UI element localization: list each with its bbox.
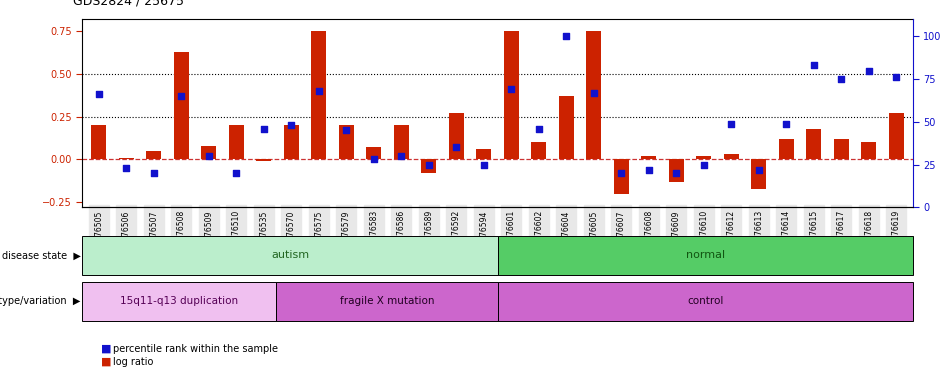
Text: autism: autism (271, 250, 309, 260)
Point (779, 121, 794, 127)
Bar (256, 159, 272, 161)
Bar (201, 146, 217, 159)
Bar (504, 31, 519, 159)
Bar (284, 125, 299, 159)
Point (641, 167, 657, 173)
Point (119, 165, 134, 171)
Point (91, 91, 106, 98)
Bar (82, 236, 498, 275)
Bar (276, 282, 498, 321)
Bar (119, 158, 134, 159)
Bar (82, 282, 276, 321)
Bar (532, 142, 547, 159)
Bar (806, 129, 821, 159)
Bar (91, 125, 106, 159)
Point (394, 153, 409, 159)
Point (532, 126, 547, 132)
Text: ■: ■ (101, 344, 115, 354)
Point (339, 127, 354, 134)
Point (724, 121, 739, 127)
Bar (498, 282, 913, 321)
Point (421, 162, 436, 168)
Point (448, 144, 464, 151)
Text: fragile X mutation: fragile X mutation (340, 296, 434, 306)
Point (696, 162, 711, 168)
Bar (498, 236, 913, 275)
Text: control: control (687, 296, 724, 306)
Bar (559, 96, 574, 159)
Bar (696, 156, 711, 159)
Bar (669, 159, 684, 182)
Point (366, 156, 381, 162)
Bar (614, 159, 629, 194)
Bar (641, 156, 657, 159)
Text: 15q11-q13 duplication: 15q11-q13 duplication (120, 296, 238, 306)
Point (806, 62, 821, 68)
Text: normal: normal (686, 250, 725, 260)
Point (559, 33, 574, 40)
Bar (339, 125, 354, 159)
Bar (751, 159, 766, 189)
Bar (861, 142, 876, 159)
Bar (311, 31, 326, 159)
Text: disease state  ▶: disease state ▶ (2, 250, 80, 260)
Bar (779, 139, 794, 159)
Bar (833, 139, 849, 159)
Bar (421, 159, 436, 173)
Point (201, 153, 217, 159)
Point (147, 170, 162, 176)
Text: ■: ■ (101, 357, 115, 367)
Bar (889, 113, 904, 159)
Text: genotype/variation  ▶: genotype/variation ▶ (0, 296, 80, 306)
Point (614, 170, 629, 176)
Bar (448, 113, 464, 159)
Point (476, 162, 491, 168)
Bar (366, 147, 381, 159)
Point (284, 122, 299, 128)
Point (256, 126, 272, 132)
Point (751, 167, 766, 173)
Bar (587, 31, 602, 159)
Point (229, 170, 244, 176)
Bar (724, 154, 739, 159)
Text: percentile rank within the sample: percentile rank within the sample (113, 344, 277, 354)
Bar (394, 125, 409, 159)
Text: log ratio: log ratio (113, 357, 153, 367)
Bar (147, 151, 162, 159)
Point (587, 90, 602, 96)
Bar (174, 52, 189, 159)
Text: GDS2824 / 25675: GDS2824 / 25675 (73, 0, 184, 8)
Point (669, 170, 684, 176)
Point (889, 74, 904, 80)
Point (311, 88, 326, 94)
Point (833, 76, 849, 82)
Point (504, 86, 519, 93)
Point (174, 93, 189, 99)
Point (861, 68, 876, 74)
Bar (229, 125, 244, 159)
Bar (476, 149, 491, 159)
